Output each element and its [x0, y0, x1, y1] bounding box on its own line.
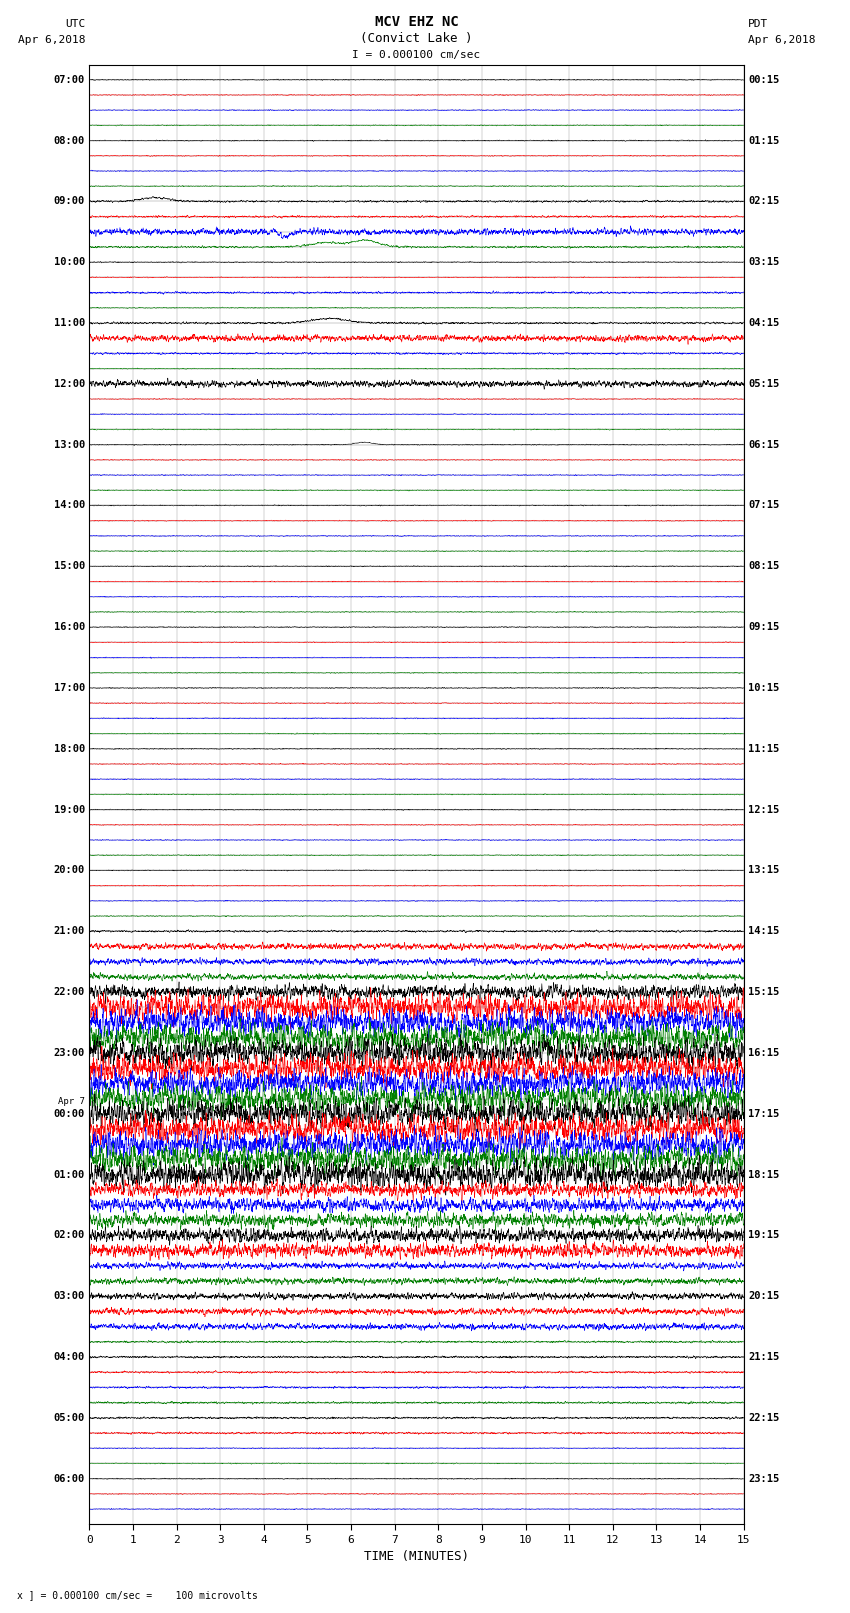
Text: 18:15: 18:15 — [748, 1169, 779, 1179]
Text: 08:15: 08:15 — [748, 561, 779, 571]
Text: 11:00: 11:00 — [54, 318, 85, 327]
Text: 18:00: 18:00 — [54, 744, 85, 753]
Text: MCV EHZ NC: MCV EHZ NC — [375, 15, 458, 29]
Text: 01:15: 01:15 — [748, 135, 779, 145]
Text: I = 0.000100 cm/sec: I = 0.000100 cm/sec — [353, 50, 480, 60]
Text: 17:15: 17:15 — [748, 1108, 779, 1119]
Text: Apr 6,2018: Apr 6,2018 — [748, 35, 815, 45]
Text: Apr 7: Apr 7 — [58, 1097, 85, 1105]
Text: 03:15: 03:15 — [748, 256, 779, 268]
Text: PDT: PDT — [748, 19, 768, 29]
Text: 05:00: 05:00 — [54, 1413, 85, 1423]
Text: 02:00: 02:00 — [54, 1231, 85, 1240]
Text: 02:15: 02:15 — [748, 197, 779, 206]
Text: 13:00: 13:00 — [54, 440, 85, 450]
Text: 21:15: 21:15 — [748, 1352, 779, 1361]
Text: UTC: UTC — [65, 19, 85, 29]
Text: 19:00: 19:00 — [54, 805, 85, 815]
Text: Apr 6,2018: Apr 6,2018 — [18, 35, 85, 45]
Text: 22:15: 22:15 — [748, 1413, 779, 1423]
Text: 20:15: 20:15 — [748, 1290, 779, 1302]
Text: 12:15: 12:15 — [748, 805, 779, 815]
Text: 10:15: 10:15 — [748, 682, 779, 694]
Text: 12:00: 12:00 — [54, 379, 85, 389]
Text: 13:15: 13:15 — [748, 866, 779, 876]
Text: 00:15: 00:15 — [748, 74, 779, 85]
Text: 07:00: 07:00 — [54, 74, 85, 85]
Text: 07:15: 07:15 — [748, 500, 779, 510]
Text: 17:00: 17:00 — [54, 682, 85, 694]
Text: 15:00: 15:00 — [54, 561, 85, 571]
Text: 20:00: 20:00 — [54, 866, 85, 876]
Text: 23:00: 23:00 — [54, 1048, 85, 1058]
Text: 14:00: 14:00 — [54, 500, 85, 510]
Text: 22:00: 22:00 — [54, 987, 85, 997]
Text: 16:15: 16:15 — [748, 1048, 779, 1058]
Text: 14:15: 14:15 — [748, 926, 779, 936]
Text: 08:00: 08:00 — [54, 135, 85, 145]
Text: x ] = 0.000100 cm/sec =    100 microvolts: x ] = 0.000100 cm/sec = 100 microvolts — [17, 1590, 258, 1600]
Text: 04:00: 04:00 — [54, 1352, 85, 1361]
Text: 16:00: 16:00 — [54, 623, 85, 632]
Text: 09:00: 09:00 — [54, 197, 85, 206]
Text: 19:15: 19:15 — [748, 1231, 779, 1240]
Text: 10:00: 10:00 — [54, 256, 85, 268]
Text: 04:15: 04:15 — [748, 318, 779, 327]
Text: 06:15: 06:15 — [748, 440, 779, 450]
Text: 21:00: 21:00 — [54, 926, 85, 936]
Text: 05:15: 05:15 — [748, 379, 779, 389]
Text: 01:00: 01:00 — [54, 1169, 85, 1179]
Text: (Convict Lake ): (Convict Lake ) — [360, 32, 473, 45]
X-axis label: TIME (MINUTES): TIME (MINUTES) — [364, 1550, 469, 1563]
Text: 09:15: 09:15 — [748, 623, 779, 632]
Text: 23:15: 23:15 — [748, 1474, 779, 1484]
Text: 03:00: 03:00 — [54, 1290, 85, 1302]
Text: 15:15: 15:15 — [748, 987, 779, 997]
Text: 11:15: 11:15 — [748, 744, 779, 753]
Text: 00:00: 00:00 — [54, 1108, 85, 1119]
Text: 06:00: 06:00 — [54, 1474, 85, 1484]
